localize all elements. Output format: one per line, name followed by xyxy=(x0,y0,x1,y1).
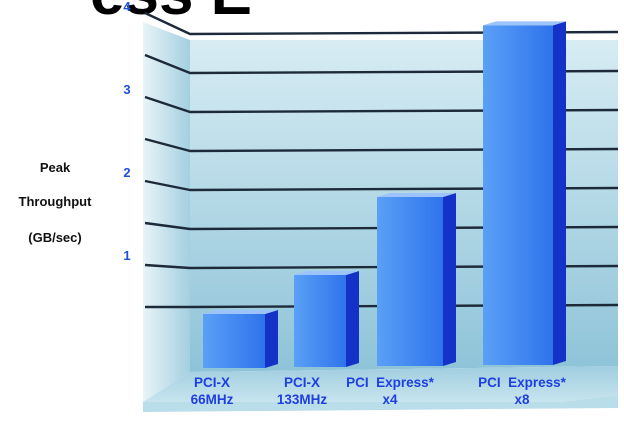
x-tick-label: PCI Express* xyxy=(478,375,567,390)
y-tick-label: 3 xyxy=(123,82,130,97)
bar xyxy=(377,197,443,366)
y-tick-label: 4 xyxy=(123,0,131,14)
bar-side xyxy=(265,310,278,368)
y-tick-label: 1 xyxy=(123,248,130,263)
x-tick-label: 133MHz xyxy=(277,392,328,407)
gridline xyxy=(144,263,619,270)
gridline xyxy=(144,221,619,231)
chart-floor xyxy=(143,366,618,402)
gridline xyxy=(144,179,619,192)
bar xyxy=(203,314,265,368)
y-axis-ticks: 1 2 3 4 xyxy=(123,0,131,263)
gridline xyxy=(144,137,619,153)
x-axis-ticks: PCI-X 66MHz PCI-X 133MHz PCI Express* x4 PCI E… xyxy=(191,375,567,407)
gridlines xyxy=(144,11,619,309)
x-tick-label: x4 xyxy=(382,392,398,407)
bar-series xyxy=(203,21,566,368)
y-axis-title-line-1: Peak xyxy=(40,160,71,175)
x-tick-label: x8 xyxy=(514,392,530,407)
bar-top xyxy=(377,193,456,197)
left-side-wall xyxy=(143,22,190,402)
bar xyxy=(483,25,553,366)
gridline xyxy=(144,11,619,36)
x-tick-label: PCI Express* xyxy=(346,375,435,390)
bar-side xyxy=(553,21,566,366)
floor-front-edge xyxy=(143,395,618,412)
gridline xyxy=(145,303,619,309)
x-tick-label: PCI-X xyxy=(194,375,230,390)
cut-off-heading: ess E xyxy=(90,0,252,28)
gridline xyxy=(144,95,619,114)
bar-side xyxy=(346,271,359,367)
x-tick-label: 66MHz xyxy=(191,392,234,407)
bar-side xyxy=(443,193,456,366)
y-axis-title-line-3: (GB/sec) xyxy=(28,230,81,245)
bar-top xyxy=(203,310,278,314)
bar-top xyxy=(294,271,359,275)
y-tick-label: 2 xyxy=(123,165,130,180)
gridline xyxy=(144,53,619,75)
x-tick-label: PCI-X xyxy=(284,375,320,390)
y-axis-title-line-2: Throughput xyxy=(19,194,93,209)
bar xyxy=(294,275,346,367)
bar-top xyxy=(483,21,566,26)
